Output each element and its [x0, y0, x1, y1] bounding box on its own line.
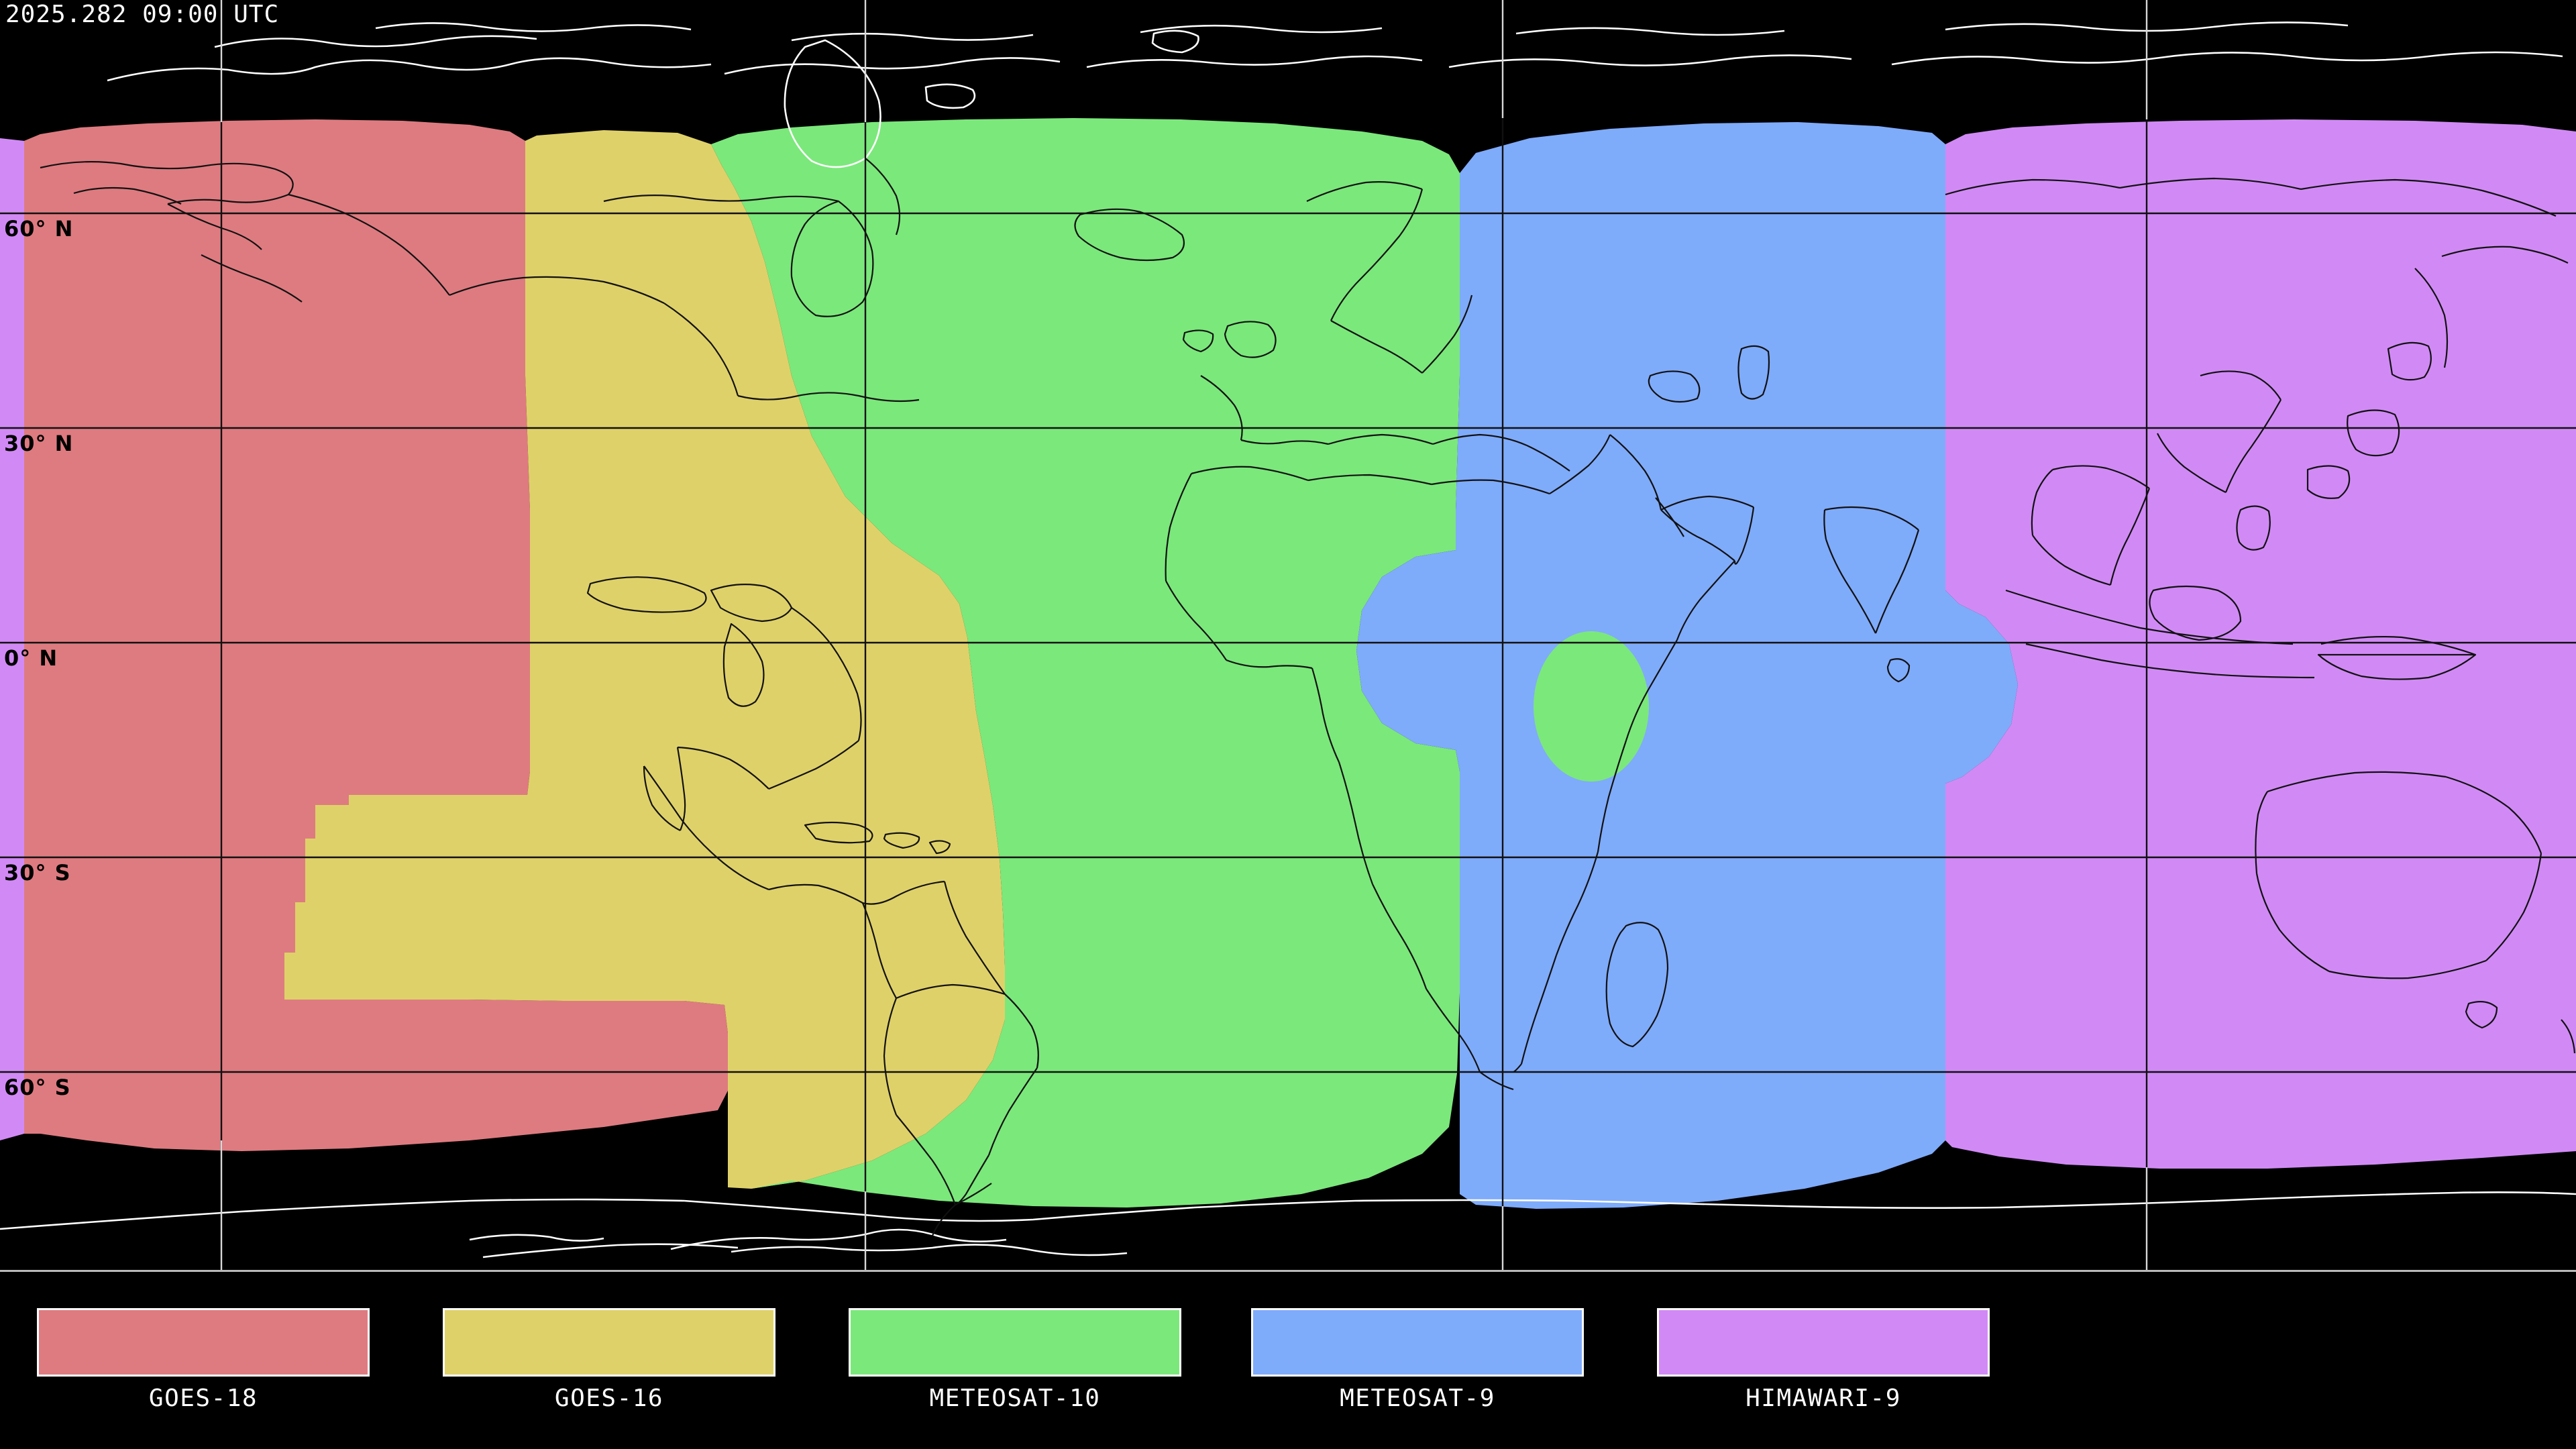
- legend-label-meteosat-9: METEOSAT-9: [1340, 1385, 1495, 1412]
- legend-swatch-meteosat-9: [1251, 1308, 1584, 1377]
- latitude-label-60n: 60° N: [4, 216, 74, 241]
- legend-swatch-meteosat-10: [849, 1308, 1181, 1377]
- legend-label-goes-16: GOES-16: [554, 1385, 664, 1412]
- coverage-meteosat9: [1356, 122, 2018, 1209]
- legend: GOES-18 GOES-16 METEOSAT-10 METEOSAT-9 H…: [0, 1272, 2576, 1449]
- coverage-regions: [0, 118, 2576, 1209]
- map-panel[interactable]: 2025.282 09:00 UTC 60° N 30° N 0° N 30° …: [0, 0, 2576, 1270]
- latitude-label-0n: 0° N: [4, 645, 58, 671]
- coverage-himawari9-wrap: [0, 138, 24, 1140]
- timestamp-label: 2025.282 09:00 UTC: [5, 1, 280, 28]
- legend-swatch-goes-16: [443, 1308, 775, 1377]
- latitude-label-30s: 30° S: [4, 860, 71, 885]
- coverage-goes18: [24, 119, 730, 1151]
- latitude-label-60s: 60° S: [4, 1075, 71, 1100]
- coverage-meteosat10: [711, 118, 1460, 1208]
- coastlines-over-ocean-background: [0, 21, 2576, 1258]
- legend-swatch-himawari-9: [1657, 1308, 1990, 1377]
- latitude-label-30n: 30° N: [4, 431, 74, 456]
- gridlines-over-background: [220, 0, 2148, 1270]
- legend-swatch-goes-18: [37, 1308, 370, 1377]
- panel-divider: [0, 1270, 2576, 1272]
- coverage-himawari9: [1945, 119, 2576, 1169]
- legend-label-meteosat-10: METEOSAT-10: [929, 1385, 1101, 1412]
- legend-label-goes-18: GOES-18: [148, 1385, 258, 1412]
- world-coverage-map[interactable]: [0, 0, 2576, 1270]
- coverage-meteosat10-enclave: [1534, 631, 1649, 782]
- legend-label-himawari-9: HIMAWARI-9: [1746, 1385, 1901, 1412]
- coverage-goes16: [284, 130, 1005, 1189]
- gridlines-over-coverage: [0, 118, 2576, 1208]
- coastlines-over-coverage: [40, 158, 2576, 1236]
